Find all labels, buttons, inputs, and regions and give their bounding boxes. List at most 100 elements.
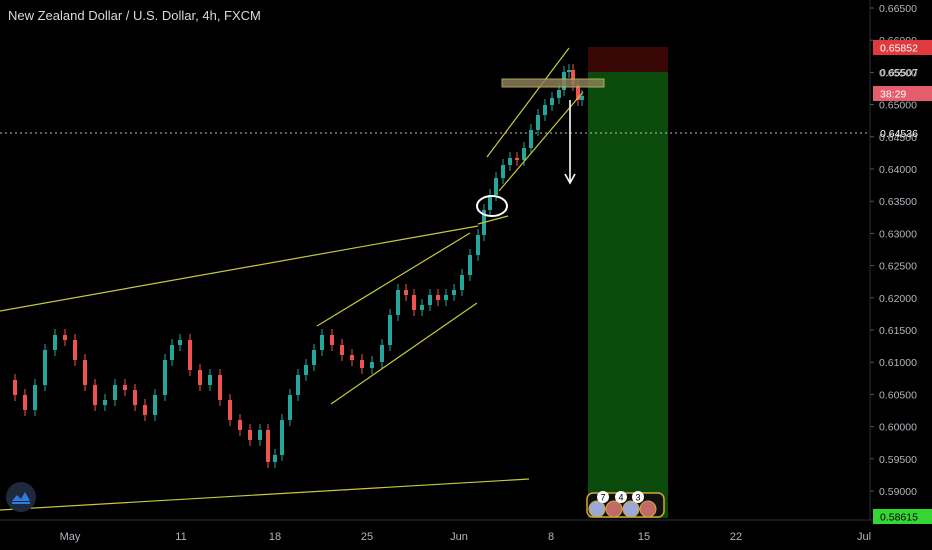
candle-body	[266, 430, 270, 462]
time-label: 11	[175, 531, 186, 543]
stop-loss-zone[interactable]	[588, 47, 668, 72]
candle-body	[444, 295, 448, 300]
event-count-badge-1	[597, 491, 609, 503]
candle-body	[218, 375, 222, 400]
channel-mid-lower[interactable]	[330, 302, 478, 405]
price-tick-label: 0.63500	[879, 196, 917, 208]
stop-price-tag-label: 0.65852	[880, 43, 918, 55]
flag-nz-icon-2[interactable]	[639, 500, 657, 518]
price-tick-label: 0.65000	[879, 100, 917, 112]
candle-body	[33, 385, 37, 410]
economic-events[interactable]: 7 4 3	[586, 491, 665, 518]
candle-body	[508, 158, 512, 165]
candle-body	[170, 345, 174, 360]
countdown-tag: 38:29	[873, 86, 932, 101]
event-count-2: 4	[618, 493, 623, 503]
candle-body	[436, 295, 440, 300]
candle-body	[488, 195, 492, 210]
flag-us-icon[interactable]	[588, 500, 606, 518]
time-label: May	[60, 531, 81, 543]
candle-body	[273, 455, 277, 462]
candle-body	[396, 290, 400, 315]
stop-price-tag: 0.65852	[873, 40, 932, 55]
candle-body	[178, 340, 182, 345]
trendlines[interactable]	[0, 47, 584, 511]
candle-body	[468, 255, 472, 275]
channel-top-upper[interactable]	[486, 47, 570, 158]
trendline-lower-wedge[interactable]	[0, 478, 530, 511]
time-label: 8	[548, 531, 554, 543]
candle-body	[476, 235, 480, 255]
event-count-badge-3	[632, 491, 644, 503]
price-axis-tags: 0.65852 0.65507 38:29 0.64536 0.58615	[873, 40, 932, 524]
candle-body	[330, 335, 334, 345]
candle-body	[280, 420, 284, 455]
target-price-tag: 0.58615	[873, 509, 932, 524]
candle-body	[228, 400, 232, 420]
candle-body	[428, 295, 432, 305]
price-tick-label: 0.63000	[879, 228, 917, 240]
price-tick-label: 0.60500	[879, 389, 917, 401]
candle-body	[580, 96, 584, 100]
trendline-upper-wedge[interactable]	[0, 225, 479, 312]
candle-body	[133, 390, 137, 405]
candle-body	[13, 380, 17, 395]
candle-body	[320, 335, 324, 350]
price-tick-label: 0.64000	[879, 164, 917, 176]
event-count-badge-2	[615, 491, 627, 503]
candle-body	[576, 85, 580, 100]
resistance-box[interactable]	[501, 78, 605, 88]
candle-body	[73, 340, 77, 360]
candle-body	[63, 335, 67, 340]
candle-body	[163, 360, 167, 395]
candle-body	[143, 405, 147, 415]
time-axis-panel[interactable]	[0, 520, 932, 550]
candle-body	[515, 158, 519, 160]
flag-us-icon-2[interactable]	[622, 500, 640, 518]
chart-title: New Zealand Dollar / U.S. Dollar, 4h, FX…	[8, 8, 261, 23]
candle-body	[296, 375, 300, 395]
candle-body	[123, 385, 127, 390]
price-tick-label: 0.62000	[879, 293, 917, 305]
candle-body	[360, 360, 364, 368]
candle-body	[83, 360, 87, 385]
event-count-3: 3	[635, 493, 640, 503]
breakout-support-line[interactable]	[477, 215, 509, 225]
down-arrow[interactable]	[564, 100, 576, 185]
candle-body	[380, 345, 384, 362]
countdown-tag-label: 38:29	[880, 89, 906, 101]
breakout-circle[interactable]	[476, 195, 508, 217]
candle-body	[238, 420, 242, 430]
candle-body	[460, 275, 464, 290]
price-axis-ticks: 0.665000.660000.655000.650000.645000.640…	[870, 3, 917, 498]
price-tick-label: 0.66500	[879, 3, 917, 15]
price-tick-label: 0.61000	[879, 357, 917, 369]
channel-top-lower[interactable]	[498, 91, 584, 192]
candle-body	[53, 335, 57, 350]
price-tick-label: 0.64500	[879, 132, 917, 144]
candle-body	[113, 385, 117, 400]
candle-body	[388, 315, 392, 345]
price-tick-label: 0.59500	[879, 454, 917, 466]
flag-nz-icon[interactable]	[605, 500, 623, 518]
target-price-tag-label: 0.58615	[880, 512, 918, 524]
time-label: Jun	[450, 531, 468, 543]
price-tick-label: 0.61500	[879, 325, 917, 337]
time-label: 15	[638, 531, 650, 543]
price-axis-panel[interactable]	[870, 0, 932, 550]
candle-body	[529, 130, 533, 148]
candle-body	[420, 305, 424, 310]
take-profit-zone[interactable]	[588, 72, 668, 518]
candle-body	[23, 395, 27, 410]
candle-body	[571, 70, 575, 85]
candle-body	[153, 395, 157, 415]
channel-mid-upper[interactable]	[316, 232, 471, 327]
time-label: 18	[269, 531, 281, 543]
time-label: 25	[361, 531, 373, 543]
last-price-tag-label: 0.64536	[880, 128, 918, 140]
price-tick-label: 0.65500	[879, 67, 917, 79]
tradingview-logo-icon[interactable]	[6, 482, 36, 512]
candle-body	[103, 400, 107, 405]
candle-body	[550, 98, 554, 105]
